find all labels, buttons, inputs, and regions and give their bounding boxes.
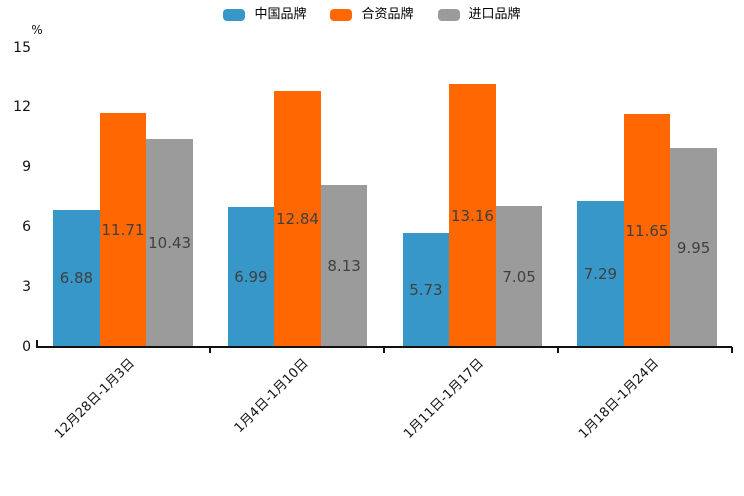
bar-value-label: 12.84 [276, 209, 319, 228]
y-axis-unit-label: % [31, 23, 43, 37]
x-axis-tick [557, 347, 559, 353]
bar [146, 138, 193, 347]
bar [402, 232, 450, 347]
bar-value-label: 7.05 [502, 267, 536, 286]
legend-item: 中国品牌 [223, 8, 306, 21]
x-axis-label: 1月18日-1月24日 [575, 356, 662, 442]
y-axis-tick-label: 15 [13, 39, 31, 56]
legend-item: 合资品牌 [330, 7, 414, 22]
y-axis-tick-label: 6 [22, 219, 31, 236]
bar [53, 209, 100, 347]
bar-value-label: 11.65 [625, 221, 669, 240]
x-axis-tick [731, 347, 733, 353]
bar [495, 206, 543, 347]
bar [320, 184, 368, 347]
bar-value-label: 7.29 [583, 265, 618, 284]
y-axis-tick-label: 3 [22, 279, 31, 296]
legend-swatch-icon [437, 8, 460, 21]
x-axis-origin-stub [36, 340, 38, 348]
legend: 中国品牌 合资品牌 进口品牌 [0, 8, 744, 21]
y-axis-tick-label: 0 [22, 339, 31, 355]
bar [623, 114, 671, 347]
legend-swatch-icon [223, 8, 246, 21]
bar-value-label: 10.43 [148, 233, 192, 252]
bar-value-label: 9.95 [676, 238, 711, 257]
x-axis-label: 12月28日-1月3日 [51, 356, 138, 442]
x-axis-label: 1月11日-1月17日 [401, 356, 488, 442]
bar [670, 148, 717, 347]
legend-label: 合资品牌 [361, 7, 414, 22]
bar-value-label: 6.88 [59, 269, 94, 288]
legend-item: 进口品牌 [437, 7, 521, 22]
x-axis-tick [209, 347, 211, 353]
y-axis-tick-label: 12 [13, 99, 31, 116]
x-axis-tick [383, 347, 385, 353]
bar [227, 207, 275, 347]
legend-label: 进口品牌 [468, 7, 521, 22]
bar-value-label: 11.71 [101, 221, 145, 240]
bar [99, 113, 147, 347]
bar-value-label: 8.13 [327, 256, 361, 275]
bar-value-label: 6.99 [234, 268, 268, 287]
legend-swatch-icon [330, 8, 353, 21]
bar-value-label: 5.73 [409, 280, 443, 299]
y-axis-tick-label: 9 [22, 159, 31, 176]
bar [274, 90, 321, 347]
legend-label: 中国品牌 [254, 7, 307, 22]
x-axis-label: 1月4日-1月10日 [232, 356, 313, 436]
bar [577, 201, 624, 347]
bar [449, 84, 496, 347]
bar-value-label: 13.16 [451, 206, 494, 225]
